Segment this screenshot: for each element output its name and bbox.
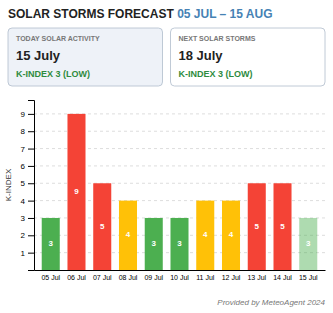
tick-label: 3 bbox=[21, 214, 26, 223]
bar bbox=[222, 201, 240, 270]
bar bbox=[196, 201, 214, 270]
tick: 07 Jul bbox=[93, 274, 112, 281]
data-labels: 3 9 5 4 3 3 4 4 5 5 3 bbox=[49, 187, 312, 248]
tick-label: 9 bbox=[21, 110, 26, 119]
bar bbox=[273, 183, 291, 270]
data-label: 4 bbox=[203, 230, 208, 239]
info-label: NEXT SOLAR STORMS bbox=[179, 35, 256, 42]
tick-label: 2 bbox=[21, 231, 26, 240]
tick: 13 Jul bbox=[247, 274, 266, 281]
tick: 9 bbox=[21, 110, 34, 119]
tick-label: 12 Jul bbox=[222, 274, 241, 281]
bar bbox=[93, 183, 111, 270]
bar bbox=[119, 201, 137, 270]
bar bbox=[42, 218, 60, 270]
tick-label: 13 Jul bbox=[247, 274, 266, 281]
tick-label: 06 Jul bbox=[67, 274, 86, 281]
tick-label: 14 Jul bbox=[273, 274, 292, 281]
title: SOLAR STORMS FORECAST bbox=[8, 7, 177, 21]
tick-label: 6 bbox=[21, 162, 26, 171]
bar bbox=[67, 114, 85, 270]
tick: 11 Jul bbox=[196, 274, 215, 281]
tick-mark bbox=[28, 235, 34, 236]
title-group: SOLAR STORMS FORECAST 05 JUL – 15 AUG bbox=[8, 7, 273, 21]
data-label: 3 bbox=[177, 239, 182, 248]
info-kindex: K-INDEX 3 (LOW) bbox=[16, 69, 90, 79]
tick: 15 Jul bbox=[299, 274, 318, 281]
y-axis: 1 2 3 4 5 6 7 8 9 bbox=[21, 101, 35, 271]
tick-label: 11 Jul bbox=[196, 274, 215, 281]
info-box bbox=[171, 28, 326, 86]
tick-mark bbox=[28, 201, 34, 202]
tick-label: 1 bbox=[21, 249, 26, 258]
tick-label: 5 bbox=[21, 179, 26, 188]
info-kindex: K-INDEX 3 (LOW) bbox=[179, 69, 253, 79]
bar bbox=[299, 218, 317, 270]
tick-label: 09 Jul bbox=[144, 274, 163, 281]
subtitle: 05 JUL – 15 AUG bbox=[177, 7, 272, 21]
chart: SOLAR STORMS FORECAST 05 JUL – 15 AUG TOD… bbox=[0, 0, 333, 313]
info-box bbox=[8, 28, 163, 86]
tick-label: 10 Jul bbox=[170, 274, 189, 281]
axis-line bbox=[28, 101, 35, 271]
data-label: 5 bbox=[280, 222, 285, 231]
tick-label: 07 Jul bbox=[93, 274, 112, 281]
tick: 05 Jul bbox=[41, 274, 60, 281]
bar bbox=[145, 218, 163, 270]
data-label: 4 bbox=[229, 230, 234, 239]
tick-mark bbox=[28, 131, 34, 132]
axis-line bbox=[35, 270, 326, 271]
tick: 08 Jul bbox=[119, 274, 138, 281]
data-label: 5 bbox=[100, 222, 105, 231]
tick: 7 bbox=[21, 145, 34, 154]
bar bbox=[248, 183, 266, 270]
tick-mark bbox=[28, 114, 34, 115]
tick-mark bbox=[28, 253, 34, 254]
axis-title: K-INDEX bbox=[4, 168, 13, 201]
tick-label: 05 Jul bbox=[41, 274, 60, 281]
x-axis: 05 Jul 06 Jul 07 Jul 08 Jul 09 Jul 10 Jul 11 J… bbox=[35, 271, 326, 281]
credit: Provided by MeteoAgent 2024 bbox=[217, 298, 325, 307]
tick-label: 15 Jul bbox=[299, 274, 318, 281]
bars bbox=[42, 114, 318, 270]
tick-label: 08 Jul bbox=[119, 274, 138, 281]
data-label: 3 bbox=[152, 239, 157, 248]
tick: 3 bbox=[21, 214, 34, 223]
tick-label: 7 bbox=[21, 145, 26, 154]
tick-mark bbox=[28, 218, 34, 219]
tick: 12 Jul bbox=[222, 274, 241, 281]
tick: 1 bbox=[21, 249, 34, 258]
data-label: 3 bbox=[49, 239, 54, 248]
bar bbox=[170, 218, 188, 270]
tick: 14 Jul bbox=[273, 274, 292, 281]
info-date: 15 July bbox=[16, 48, 61, 63]
tick-mark bbox=[28, 149, 34, 150]
info-date: 18 July bbox=[179, 48, 224, 63]
tick: 2 bbox=[21, 231, 34, 240]
data-label: 5 bbox=[255, 222, 260, 231]
tick-label: 8 bbox=[21, 127, 26, 136]
tick: 6 bbox=[21, 162, 34, 171]
tick: 5 bbox=[21, 179, 34, 188]
tick: 4 bbox=[21, 197, 34, 206]
tick-label: 4 bbox=[21, 197, 26, 206]
data-label: 9 bbox=[74, 187, 79, 196]
tick: 09 Jul bbox=[144, 274, 163, 281]
data-label: 4 bbox=[126, 230, 131, 239]
tick: 10 Jul bbox=[170, 274, 189, 281]
tick-mark bbox=[28, 183, 34, 184]
data-label: 3 bbox=[306, 239, 311, 248]
tick: 06 Jul bbox=[67, 274, 86, 281]
tick: 8 bbox=[21, 127, 34, 136]
info-label: TODAY SOLAR ACTIVITY bbox=[16, 35, 100, 42]
tick-mark bbox=[28, 166, 34, 167]
